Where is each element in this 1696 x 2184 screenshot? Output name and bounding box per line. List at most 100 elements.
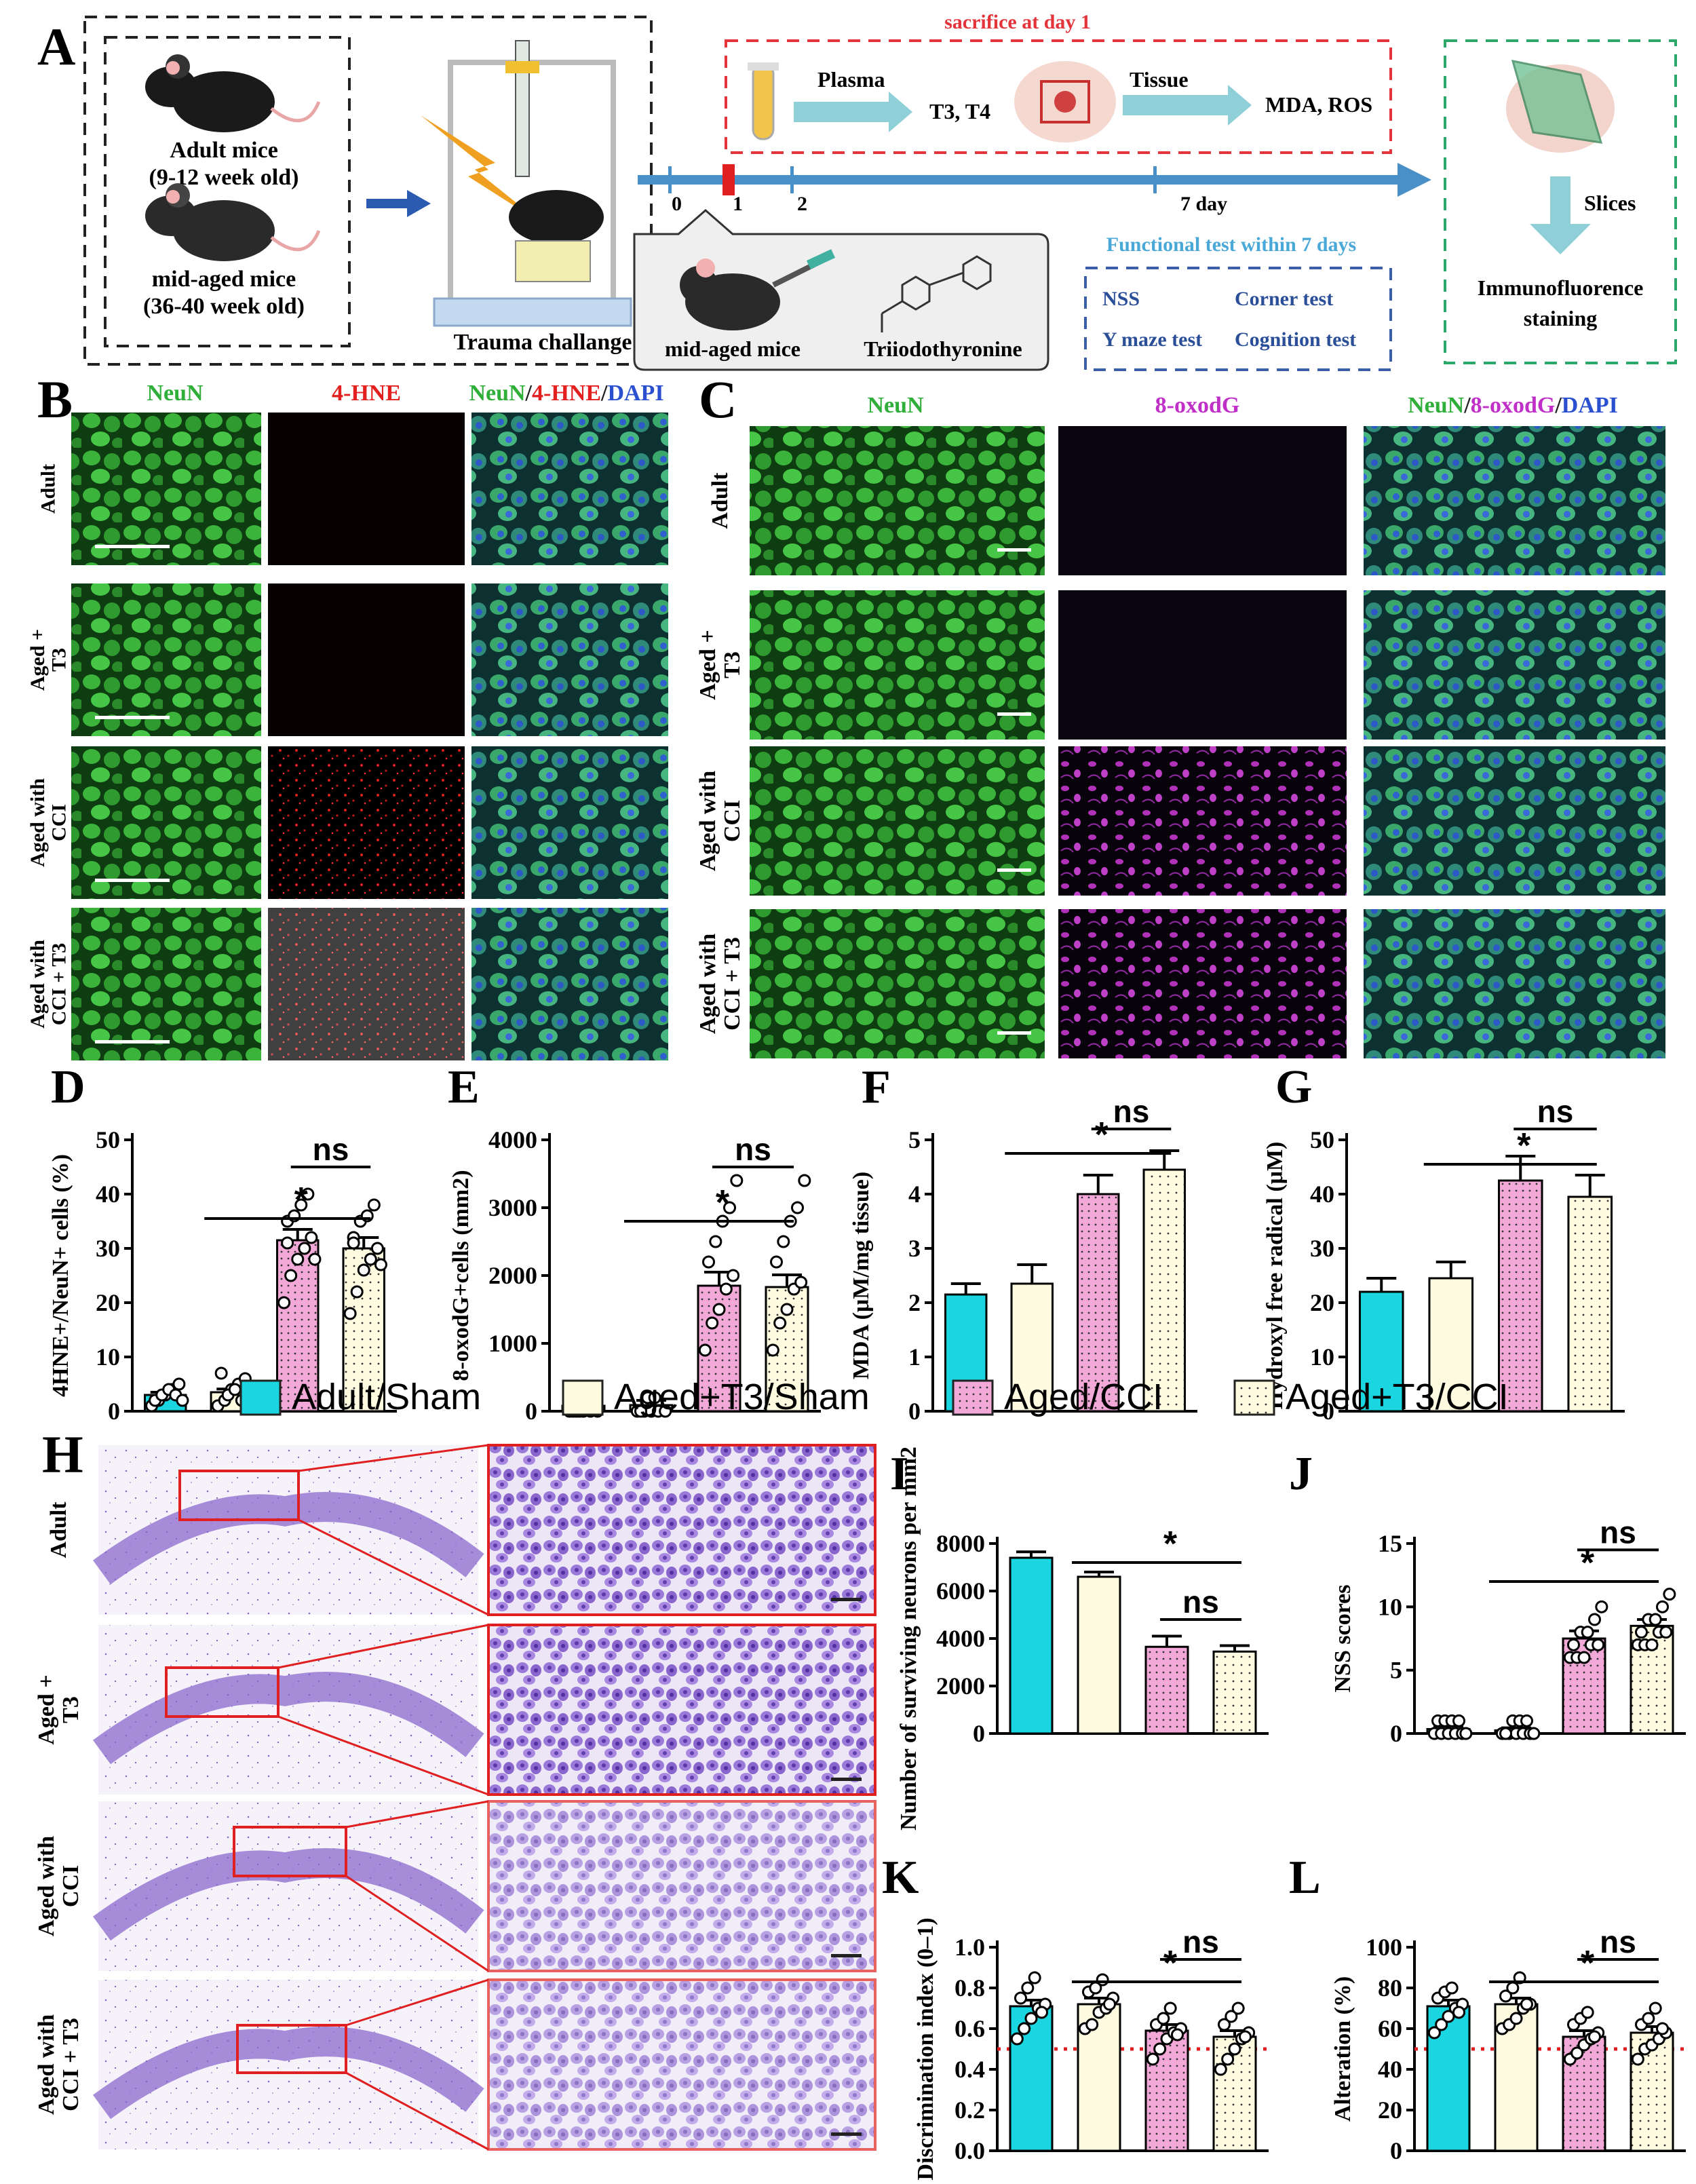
row-label-c-aged-t3-line: Aged + <box>695 630 720 700</box>
midaged-mice-label: mid-aged mice <box>152 267 296 292</box>
timeline-bar <box>638 175 1404 185</box>
row-label-h-aged-t3-line: T3 <box>58 1696 83 1723</box>
data-point <box>1028 1971 1041 1985</box>
row-label-c-aged-with-cci-line: CCI <box>720 800 745 842</box>
zoom-line <box>345 1978 489 2027</box>
data-point <box>1595 1600 1608 1613</box>
data-point <box>1035 2006 1048 2019</box>
hippocampal-band <box>92 1492 484 1585</box>
micrograph-b-neun <box>71 908 261 1060</box>
data-point <box>634 1404 647 1418</box>
row-label-b-aged-t3: Aged +T3 <box>26 629 71 691</box>
bar <box>1426 2005 1471 2152</box>
row-label-c-aged-with-cci-t3-line: CCI + T3 <box>720 937 745 1031</box>
y-tick-label: 50 <box>1310 1126 1334 1153</box>
data-point <box>301 1187 315 1201</box>
test-ymaze: Y maze test <box>1102 328 1202 351</box>
panel-c: C NeuN 8-oxodG NeuN/8-oxodG/DAPI Adult Ag… <box>695 370 1665 1058</box>
t3t4-label: T3, T4 <box>929 99 990 123</box>
timeline-arrowhead-icon <box>1398 163 1431 197</box>
row-label-b-aged-t3-line: Aged + <box>26 629 49 691</box>
tick-0 <box>668 166 672 193</box>
y-tick-label: 0.6 <box>955 2015 985 2042</box>
y-tick-label: 60 <box>1378 2015 1402 2042</box>
data-point <box>1024 2012 1038 2025</box>
data-point <box>780 1303 794 1316</box>
test-cognition: Cognition test <box>1235 328 1356 351</box>
y-tick-label: 1.0 <box>955 1934 985 1961</box>
significance-label: * <box>1095 1115 1109 1155</box>
data-point <box>1153 2042 1167 2056</box>
y-tick-label: 1000 <box>488 1330 537 1357</box>
mda-ros-label: MDA, ROS <box>1265 92 1372 117</box>
y-tick-label: 2 <box>908 1289 921 1316</box>
micrograph-h-zoom <box>487 1444 876 1616</box>
plasma-arrow-icon <box>794 92 912 132</box>
data-point <box>1239 2030 1252 2044</box>
data-point <box>1231 2001 1245 2015</box>
micrograph-c-merge <box>1364 590 1665 740</box>
bar <box>1212 2035 1257 2152</box>
bar <box>1212 1650 1257 1735</box>
y-axis-label: MDA (μM/mg tissue) <box>849 1172 874 1379</box>
y-tick-label: 5 <box>908 1126 921 1153</box>
scale-bar <box>95 716 170 719</box>
significance-label: * <box>294 1181 309 1220</box>
micrograph-b-4hne <box>268 908 465 1060</box>
tick-2 <box>790 166 794 193</box>
injected-mouse-icon <box>680 249 836 330</box>
y-tick-label: 30 <box>96 1235 120 1262</box>
row-label-c-aged-t3: Aged +T3 <box>695 630 745 700</box>
data-point <box>1581 2006 1594 2019</box>
zoom-line <box>277 1624 489 1669</box>
scale-bar <box>831 1598 862 1601</box>
bar <box>1077 1193 1120 1413</box>
data-point <box>374 1258 387 1271</box>
data-point <box>712 1303 726 1316</box>
data-point <box>1588 2030 1601 2044</box>
col-merge-label-c: NeuN/8-oxodG/DAPI <box>1408 393 1618 418</box>
zoom-box <box>233 1826 347 1877</box>
bar <box>1010 1282 1054 1413</box>
data-point <box>698 1343 712 1357</box>
row-label-h-aged-t3: Aged +T3 <box>34 1674 83 1744</box>
data-point <box>1163 2001 1177 2015</box>
bar <box>1009 2005 1054 2152</box>
data-point <box>347 1236 360 1250</box>
data-point <box>1570 2046 1584 2060</box>
midaged-mouse-icon <box>145 183 321 261</box>
micrograph-c-neun <box>750 746 1045 896</box>
mice-group-box <box>83 16 653 366</box>
data-point <box>308 1252 322 1266</box>
y-tick-label: 40 <box>1310 1181 1334 1208</box>
legend-swatch-adult-sham <box>239 1379 282 1416</box>
tissue-label: Tissue <box>1130 67 1189 92</box>
data-point <box>1218 2018 1231 2031</box>
row-label-b-aged-t3-line: T3 <box>47 648 70 672</box>
data-point <box>798 1174 811 1187</box>
data-point <box>1520 1714 1533 1727</box>
data-point <box>176 1394 189 1407</box>
data-point <box>1527 1727 1541 1740</box>
y-tick-label: 0.0 <box>955 2137 985 2164</box>
data-point <box>1442 2010 1455 2023</box>
data-point <box>1663 1588 1676 1601</box>
data-point <box>1157 2012 1170 2025</box>
row-label-b-adult: Adult <box>37 464 60 514</box>
chart-j: J 0 5 10 15 NSS scores *ns <box>1289 1448 1686 1747</box>
zoom-line <box>345 2071 489 2151</box>
zoom-box <box>178 1470 300 1521</box>
data-point <box>1499 1727 1512 1740</box>
zoom-line <box>298 1444 489 1472</box>
data-point <box>277 1296 291 1309</box>
bar <box>1142 1168 1186 1413</box>
row-label-h-aged-t3-line: Aged + <box>34 1674 59 1744</box>
data-point <box>1225 2010 1238 2023</box>
data-point <box>791 1201 804 1214</box>
data-point <box>1649 1613 1662 1626</box>
data-point <box>294 1198 308 1212</box>
significance-label: * <box>1581 1944 1595 1983</box>
